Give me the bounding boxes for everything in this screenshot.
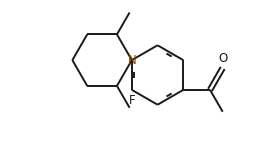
Text: N: N [128,54,136,67]
Text: F: F [128,94,135,107]
Text: O: O [218,52,227,65]
